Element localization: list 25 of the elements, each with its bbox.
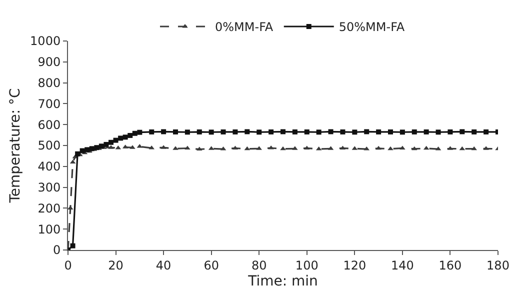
legend-label: 0%MM-FA: [215, 20, 274, 34]
y-tick-label: 300: [38, 180, 61, 194]
y-tick-label: 700: [38, 96, 61, 111]
x-tick-label: 100: [295, 258, 318, 272]
x-tick-label: 160: [438, 258, 462, 272]
y-tick-label: 0: [52, 243, 61, 258]
y-tick-label: 500: [38, 138, 61, 153]
x-axis-title: Time: min: [247, 274, 318, 290]
y-tick-label: 800: [38, 76, 61, 90]
y-tick-label: 400: [38, 160, 61, 174]
x-tick-label: 60: [204, 258, 219, 272]
y-tick-label: 600: [38, 118, 61, 132]
x-tick-label: 180: [486, 258, 510, 272]
y-tick-label: 200: [38, 201, 61, 216]
x-tick-label: 20: [108, 258, 124, 272]
x-tick-label: 40: [156, 258, 172, 272]
y-tick-label: 900: [38, 55, 61, 70]
x-tick-label: 120: [343, 258, 366, 272]
legend-label: 50%MM-FA: [338, 20, 406, 34]
x-tick-label: 0: [64, 258, 72, 272]
y-tick-label: 1000: [30, 34, 61, 48]
y-tick-label: 100: [38, 222, 61, 236]
y-axis-title: Temperature: °C: [8, 88, 24, 204]
x-tick-label: 140: [390, 258, 414, 272]
x-tick-label: 80: [251, 258, 267, 272]
